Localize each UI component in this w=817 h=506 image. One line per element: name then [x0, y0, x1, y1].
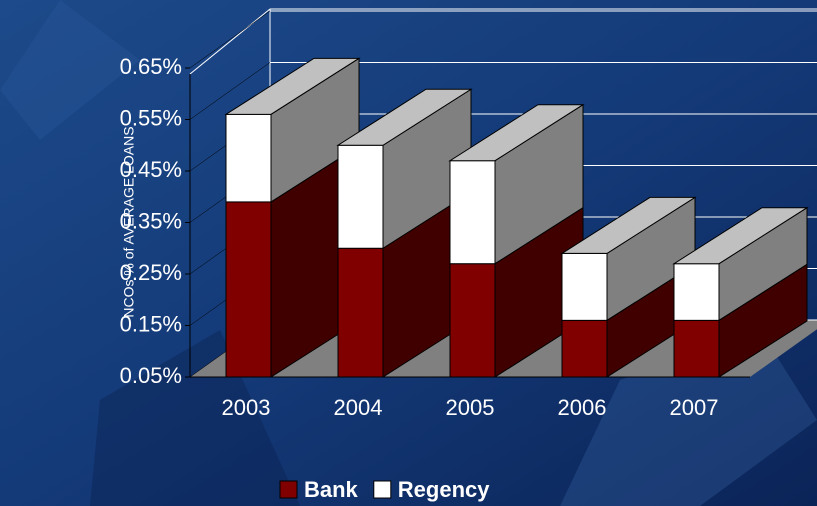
bar-top [560, 196, 697, 254]
decor-star [90, 330, 300, 506]
legend-label: Regency [398, 477, 490, 502]
legend-swatch [279, 480, 298, 499]
bar [449, 160, 496, 265]
x-tick-label: 2003 [222, 395, 271, 420]
bar [337, 247, 384, 378]
bar [449, 263, 496, 378]
bar-top [672, 207, 809, 265]
bar [673, 319, 720, 378]
legend-label: Bank [304, 477, 359, 502]
grid-line [189, 10, 271, 69]
y-tick-label: 0.15% [120, 311, 182, 336]
bar-top [336, 88, 473, 146]
bar [673, 263, 720, 321]
x-tick-label: 2006 [558, 395, 607, 420]
bar-top [224, 57, 361, 115]
y-tick-label: 0.35% [120, 208, 182, 233]
bar [561, 319, 608, 378]
bar [225, 113, 272, 203]
y-tick-label: 0.55% [120, 105, 182, 130]
y-tick-label: 0.45% [120, 157, 182, 182]
y-axis-label: NCOs % of AVERAGE LOANS [121, 126, 137, 317]
decor-star [0, 0, 140, 140]
bar [561, 252, 608, 321]
bar-top [448, 104, 585, 162]
bar [225, 201, 272, 378]
x-tick-label: 2007 [670, 395, 719, 420]
y-tick-label: 0.05% [120, 363, 182, 388]
wall-edge [189, 8, 271, 75]
bar [337, 144, 384, 249]
x-tick-label: 2004 [334, 395, 383, 420]
grid-line [189, 62, 271, 120]
y-tick-label: 0.65% [120, 54, 182, 79]
x-tick-label: 2005 [446, 395, 495, 420]
legend-swatch [373, 480, 392, 499]
y-tick-label: 0.25% [120, 260, 182, 285]
